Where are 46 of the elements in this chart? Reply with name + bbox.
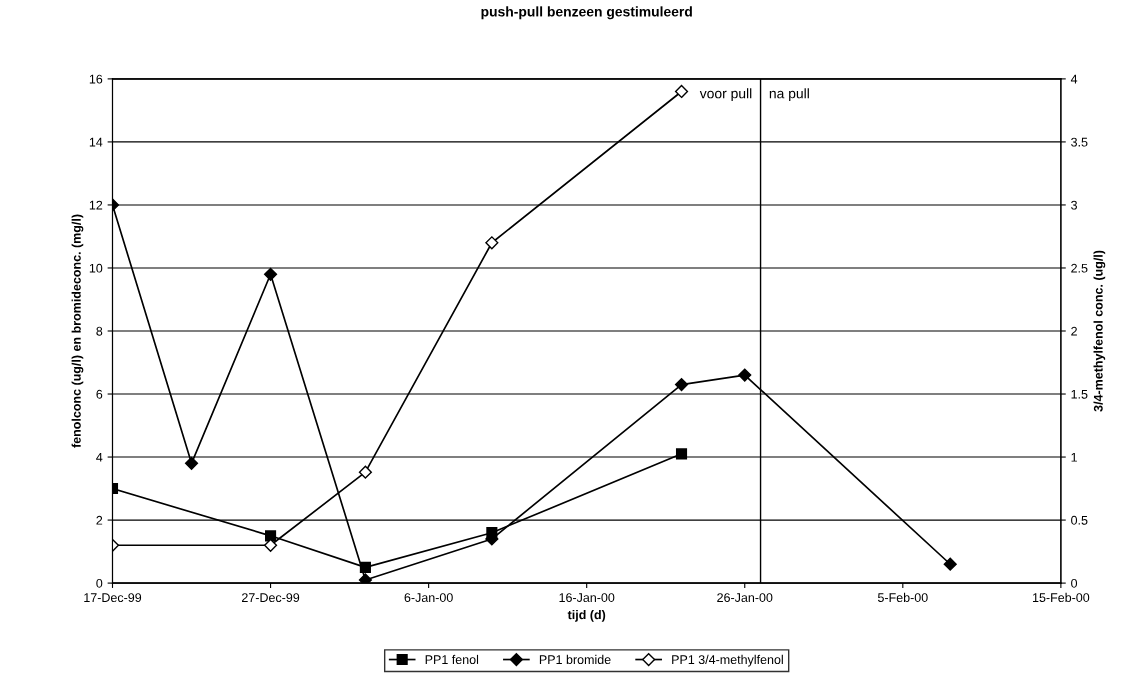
legend-label: PP1 bromide	[539, 654, 611, 665]
point	[675, 448, 688, 460]
x-tick-label: 17-Dec-99	[84, 593, 142, 602]
y-tick-label: 4	[96, 452, 103, 462]
y2-tick-label: 3	[1071, 200, 1077, 210]
y-tick-label: 16	[89, 74, 103, 84]
y2-tick-label: 2	[1071, 326, 1077, 336]
point	[943, 557, 957, 571]
y2-tick-label: 4	[1070, 74, 1078, 84]
chart-title: push-pull benzeen gestimuleerd	[481, 6, 692, 20]
point	[263, 267, 278, 281]
x-tick-label: 26-Jan-00	[717, 593, 773, 602]
x-tick-label: 15-Feb-00	[1033, 592, 1090, 602]
x-tick-label: 5-Feb-00	[877, 592, 928, 602]
y2-tick-label: 1	[1071, 452, 1077, 462]
annotation: na pull	[769, 88, 809, 102]
x-tick-label: 6-Jan-00	[404, 593, 453, 602]
point	[738, 368, 752, 382]
y2-tick-label: 3.5	[1071, 137, 1088, 147]
annotation: voor pull	[699, 88, 752, 102]
point	[674, 377, 689, 392]
y-tick-label: 8	[96, 326, 103, 336]
x-tick-label: 27-Dec-99	[242, 593, 300, 602]
y-tick-label: 2	[96, 515, 103, 525]
y-tick-label: 0	[96, 578, 103, 588]
y-axis-title: fenolconc (ug/l) en bromideconc. (mg/l)	[71, 214, 84, 448]
point	[263, 538, 278, 552]
legend-label: PP1 3/4-methylfenol	[672, 654, 783, 667]
point	[358, 465, 372, 479]
point	[485, 236, 499, 250]
y2-axis-title: 3/4-methylfenol conc. (ug/l)	[1093, 250, 1106, 412]
legend-label: PP1 fenol	[425, 654, 479, 665]
x-axis-title: tijd (d)	[567, 610, 606, 622]
y-tick-label: 6	[96, 389, 103, 399]
point	[674, 84, 689, 99]
y2-tick-label: 2.5	[1071, 263, 1088, 273]
y-tick-label: 12	[89, 200, 103, 210]
y2-tick-label: 1.5	[1071, 389, 1088, 399]
point	[358, 573, 372, 584]
x-tick-label: 16-Jan-00	[559, 593, 615, 602]
y2-tick-label: 0	[1071, 578, 1078, 588]
point	[184, 456, 199, 470]
y-tick-label: 14	[89, 137, 103, 147]
y-tick-label: 10	[89, 263, 103, 273]
point	[265, 530, 277, 542]
y2-tick-label: 0.5	[1071, 515, 1088, 525]
